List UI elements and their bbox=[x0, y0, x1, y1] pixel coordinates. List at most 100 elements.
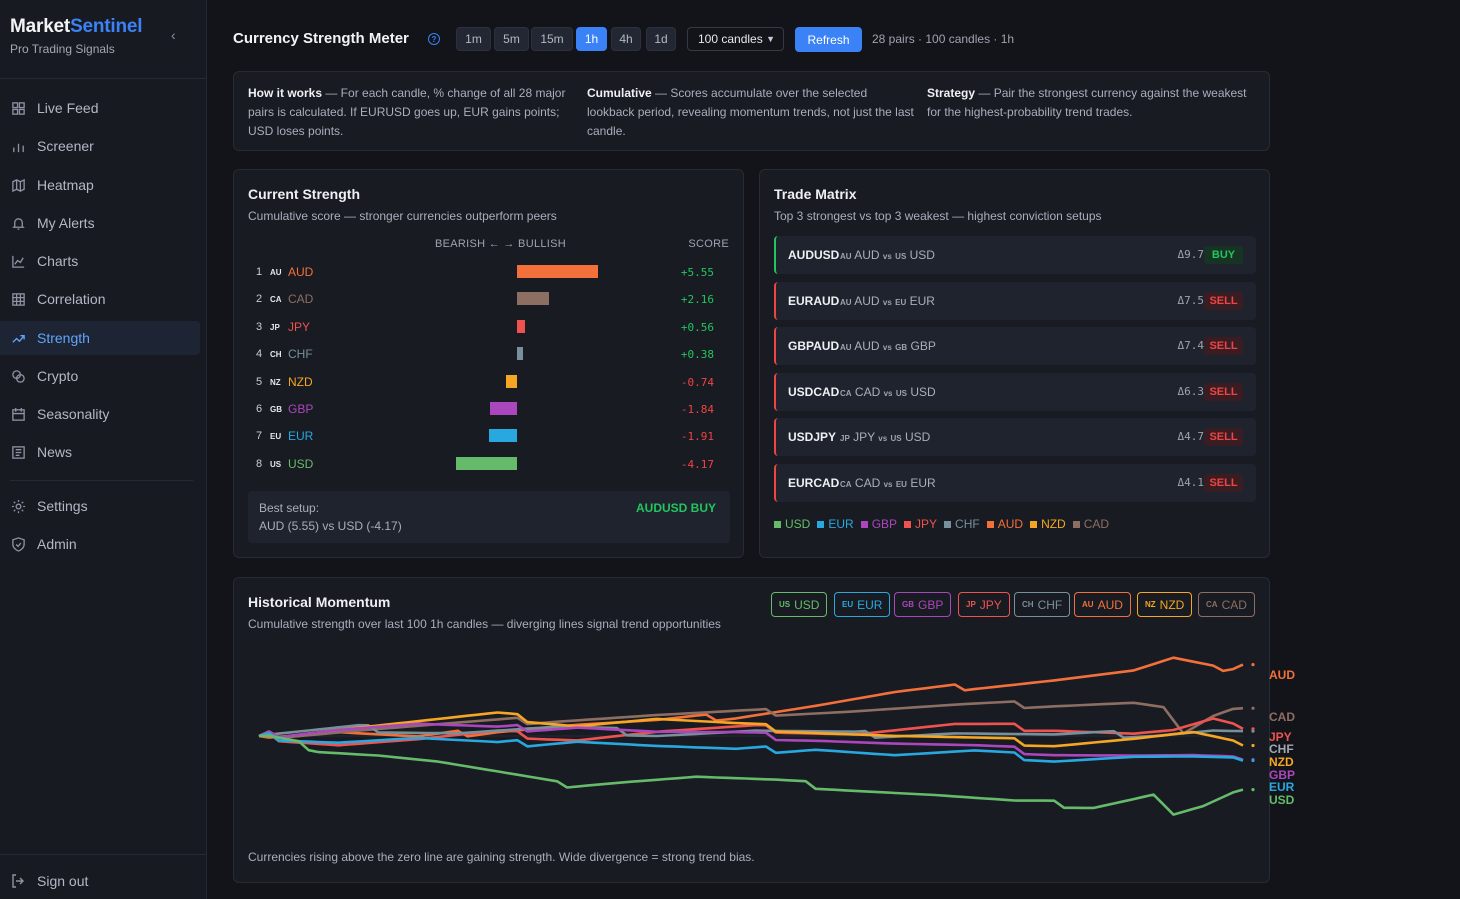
sidebar-item-admin[interactable]: Admin bbox=[0, 527, 200, 561]
series-toggle-eur[interactable]: EU EUR bbox=[834, 592, 891, 617]
signal-badge: SELL bbox=[1204, 473, 1243, 492]
sidebar-item-correlation[interactable]: Correlation bbox=[0, 282, 200, 316]
chip-label: CAD bbox=[1221, 597, 1247, 612]
trade-versus: JP JPY vs US USD bbox=[840, 430, 931, 444]
momentum-chart bbox=[258, 656, 1255, 816]
trade-row-usdcad[interactable]: USDCAD CA CAD vs US USD Δ6.3 SELL bbox=[774, 372, 1256, 411]
strength-bar-usd bbox=[456, 456, 517, 470]
trade-row-usdjpy[interactable]: USDJPY JP JPY vs US USD Δ4.7 SELL bbox=[774, 418, 1256, 456]
series-end-dot-usd bbox=[1251, 788, 1255, 792]
chip-flag: CA bbox=[1206, 600, 1218, 609]
strength-score: -4.17 bbox=[680, 457, 714, 471]
sign-out-label: Sign out bbox=[37, 873, 89, 889]
series-toggle-chf[interactable]: CH CHF bbox=[1014, 592, 1071, 617]
sidebar-item-news[interactable]: News bbox=[0, 435, 200, 469]
signal-badge: SELL bbox=[1204, 337, 1243, 355]
legend-swatch bbox=[774, 520, 781, 528]
signal-badge: SELL bbox=[1204, 291, 1243, 310]
strength-row-aud: 1 AU AUD +5.55 bbox=[248, 263, 730, 283]
flag-gb: GB bbox=[270, 405, 282, 414]
trade-versus: CA CAD vs US USD bbox=[840, 384, 936, 399]
shield-icon bbox=[10, 536, 26, 552]
refresh-button[interactable]: Refresh bbox=[795, 27, 862, 52]
series-toggle-cad[interactable]: CA CAD bbox=[1198, 592, 1255, 617]
sidebar-item-seasonality[interactable]: Seasonality bbox=[0, 397, 200, 431]
legend-label: USD bbox=[785, 517, 811, 531]
legend-item-gbp: GBP bbox=[860, 517, 898, 531]
end-label-nzd: NZD bbox=[1269, 755, 1294, 769]
trade-matrix-card: Trade Matrix Top 3 strongest vs top 3 we… bbox=[759, 169, 1270, 558]
newspaper-icon bbox=[10, 444, 26, 460]
legend-label: CHF bbox=[955, 517, 980, 531]
trade-delta: Δ4.1 bbox=[1177, 475, 1205, 489]
timeframe-15m[interactable]: 15m bbox=[531, 27, 573, 51]
sidebar-item-charts[interactable]: Charts bbox=[0, 244, 200, 278]
timeframe-1d[interactable]: 1d bbox=[646, 27, 676, 51]
sign-out-button[interactable]: Sign out bbox=[10, 873, 88, 889]
series-toggle-nzd[interactable]: NZ NZD bbox=[1137, 592, 1193, 617]
chip-label: CHF bbox=[1037, 597, 1063, 612]
sidebar-item-heatmap[interactable]: Heatmap bbox=[0, 168, 200, 202]
info-cumulative: Cumulative — Scores accumulate over the … bbox=[587, 86, 914, 138]
timeframe-1h[interactable]: 1h bbox=[576, 27, 607, 51]
info-how-it-works: How it works — For each candle, % change… bbox=[248, 86, 566, 138]
series-end-dot-aud bbox=[1251, 663, 1255, 667]
sidebar-item-label: Settings bbox=[37, 498, 88, 514]
info-strategy: Strategy — Pair the strongest currency a… bbox=[927, 86, 1247, 119]
sidebar-item-live-feed[interactable]: Live Feed bbox=[0, 91, 200, 125]
legend-item-jpy: JPY bbox=[904, 517, 937, 531]
flag-au: AU bbox=[270, 268, 282, 277]
strength-row-nzd: 5 NZ NZD -0.74 bbox=[248, 373, 730, 393]
timeframe-4h[interactable]: 4h bbox=[611, 27, 641, 51]
score-header: SCORE bbox=[688, 238, 729, 250]
sidebar-item-strength[interactable]: Strength bbox=[0, 321, 200, 355]
trade-versus: AU AUD vs EU EUR bbox=[840, 293, 935, 308]
series-toggle-gbp[interactable]: GB GBP bbox=[894, 592, 952, 617]
trade-delta: Δ6.3 bbox=[1177, 384, 1205, 398]
collapse-sidebar-icon[interactable]: ‹ bbox=[171, 27, 176, 43]
sidebar-item-settings[interactable]: Settings bbox=[0, 489, 200, 523]
trade-row-gbpaud[interactable]: GBPAUD AU AUD vs GB GBP Δ7.4 SELL bbox=[774, 327, 1256, 365]
trade-row-audusd[interactable]: AUDUSD AU AUD vs US USD Δ9.7 BUY bbox=[774, 236, 1256, 274]
series-toggle-aud[interactable]: AU AUD bbox=[1074, 592, 1131, 617]
chip-flag: GB bbox=[902, 600, 914, 609]
trade-versus: AU AUD vs US USD bbox=[840, 248, 935, 262]
map-icon bbox=[10, 177, 26, 193]
strength-row-cad: 2 CA CAD +2.16 bbox=[248, 290, 730, 310]
chip-label: JPY bbox=[979, 597, 1002, 612]
candles-select[interactable]: 100 candles ▼ bbox=[687, 27, 784, 51]
info-card: How it works — For each candle, % change… bbox=[233, 71, 1270, 151]
best-setup-tag: AUDUSD BUY bbox=[635, 501, 716, 515]
sidebar-item-my-alerts[interactable]: My Alerts bbox=[0, 206, 200, 240]
sidebar-item-crypto[interactable]: Crypto bbox=[0, 359, 200, 393]
series-toggle-usd[interactable]: US USD bbox=[771, 592, 828, 617]
signal-badge: BUY bbox=[1204, 246, 1243, 264]
brand-logo[interactable]: MarketSentinel Pro Trading Signals bbox=[10, 16, 143, 56]
sidebar-item-label: News bbox=[37, 444, 73, 460]
signal-badge: SELL bbox=[1204, 428, 1243, 446]
sidebar-item-label: Screener bbox=[37, 138, 94, 154]
best-setup-value: AUD (5.55) vs USD (-4.17) bbox=[259, 519, 402, 533]
series-toggle-jpy[interactable]: JP JPY bbox=[958, 592, 1010, 617]
sidebar: MarketSentinel Pro Trading Signals ‹ Liv… bbox=[0, 0, 207, 899]
legend-label: EUR bbox=[828, 517, 854, 531]
brand-subtitle: Pro Trading Signals bbox=[10, 42, 115, 56]
legend-label: GBP bbox=[871, 517, 898, 531]
gear-icon bbox=[10, 498, 26, 514]
currency-code: CAD bbox=[288, 292, 314, 307]
sidebar-item-screener[interactable]: Screener bbox=[0, 129, 200, 163]
currency-code: JPY bbox=[288, 319, 311, 334]
chip-flag: JP bbox=[966, 600, 976, 609]
strength-title: Current Strength bbox=[248, 186, 360, 202]
help-icon[interactable]: ? bbox=[428, 33, 440, 45]
flag-eu: EU bbox=[270, 432, 282, 442]
currency-code: USD bbox=[288, 456, 314, 471]
timeframe-1m[interactable]: 1m bbox=[456, 27, 491, 51]
trade-row-euraud[interactable]: EURAUD AU AUD vs EU EUR Δ7.5 SELL bbox=[774, 281, 1256, 320]
timeframe-5m[interactable]: 5m bbox=[494, 27, 529, 51]
rank: 3 bbox=[256, 320, 263, 333]
end-label-jpy: JPY bbox=[1269, 730, 1292, 744]
table-icon bbox=[10, 291, 26, 307]
chip-label: USD bbox=[794, 597, 820, 612]
trade-row-eurcad[interactable]: EURCAD CA CAD vs EU EUR Δ4.1 SELL bbox=[774, 463, 1256, 502]
